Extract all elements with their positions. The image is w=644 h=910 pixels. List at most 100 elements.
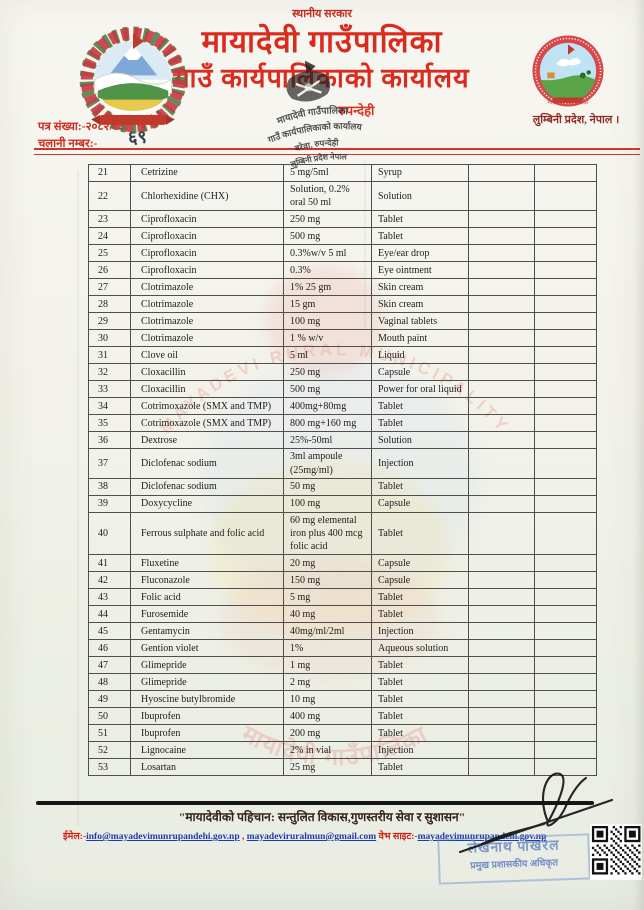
cell-name: Diclofenac sodium	[130, 477, 284, 496]
cell-sn: 26	[88, 261, 131, 280]
cell-blank1	[468, 397, 535, 416]
table-row: 26 Ciprofloxacin 0.3% Eye ointment	[88, 261, 597, 280]
cell-sn: 37	[88, 448, 131, 479]
cell-blank2	[534, 227, 597, 246]
cell-blank2	[534, 164, 597, 182]
cell-name: Clove oil	[130, 346, 284, 365]
cell-blank1	[468, 346, 535, 365]
cell-blank2	[534, 180, 597, 212]
cell-blank1	[468, 380, 535, 399]
header-divider-rule	[34, 148, 640, 155]
cell-blank1	[468, 448, 535, 479]
cell-form: Mouth paint	[371, 329, 469, 348]
cell-strength: 50 mg	[283, 477, 372, 496]
cell-form: Tablet	[371, 673, 469, 692]
table-row: 25 Ciprofloxacin 0.3%w/v 5 ml Eye/ear drop	[88, 244, 597, 263]
cell-form: Tablet	[371, 397, 469, 416]
cell-blank2	[534, 477, 597, 496]
cell-blank2	[534, 380, 597, 399]
cell-form: Tablet	[371, 477, 469, 496]
cell-strength: 40mg/ml/2ml	[283, 622, 372, 641]
cell-blank1	[468, 329, 535, 348]
email-link-official[interactable]: info@mayadevimunrupandehi.gov.np	[86, 832, 240, 842]
table-row: 23 Ciprofloxacin 250 mg Tablet	[88, 210, 597, 229]
cell-blank2	[534, 707, 597, 726]
cell-blank1	[468, 477, 535, 496]
cell-name: Ciprofloxacin	[130, 261, 284, 280]
cell-strength: 2 mg	[283, 673, 372, 692]
local-government-label: स्थानीय सरकार	[292, 8, 352, 20]
nepal-emblem-logo	[79, 26, 187, 134]
cell-blank2	[534, 431, 597, 450]
cell-strength: 40 mg	[283, 605, 372, 624]
cell-blank1	[468, 511, 535, 556]
cell-sn: 45	[88, 622, 131, 641]
cell-strength: Solution, 0.2% oral 50 ml	[283, 180, 372, 212]
paper-fold-crease	[77, 170, 79, 825]
cell-sn: 35	[88, 414, 131, 433]
cell-sn: 42	[88, 571, 131, 590]
table-row: 29 Clotrimazole 100 mg Vaginal tablets	[88, 312, 597, 331]
cell-blank2	[534, 690, 597, 709]
cell-name: Ibuprofen	[130, 707, 284, 726]
cell-blank2	[534, 261, 597, 280]
table-row: 37 Diclofenac sodium 3ml ampoule (25mg/ml)…	[88, 448, 597, 479]
cell-sn: 44	[88, 605, 131, 624]
table-row: 39 Doxycycline 100 mg Capsule	[88, 494, 597, 513]
table-row: 46 Gention violet 1% Aqueous solution	[88, 639, 597, 658]
cell-sn: 33	[88, 380, 131, 399]
cell-form: Injection	[371, 622, 469, 641]
table-row: 50 Ibuprofen 400 mg Tablet	[88, 707, 597, 726]
cell-name: Ferrous sulphate and folic acid	[130, 511, 284, 556]
cell-strength: 500 mg	[283, 227, 372, 246]
table-row: 27 Clotrimazole 1% 25 gm Skin cream	[88, 278, 597, 297]
cell-form: Tablet	[371, 707, 469, 726]
cell-name: Diclofenac sodium	[130, 448, 284, 479]
cell-sn: 32	[88, 363, 131, 382]
cell-sn: 21	[88, 164, 131, 182]
cell-sn: 52	[88, 741, 131, 760]
cell-sn: 38	[88, 477, 131, 496]
cell-sn: 36	[88, 431, 131, 450]
cell-strength: 1%	[283, 639, 372, 658]
cell-strength: 800 mg+160 mg	[283, 414, 372, 433]
cell-blank1	[468, 758, 535, 777]
cell-blank2	[534, 448, 597, 479]
cell-blank1	[468, 673, 535, 692]
cell-sn: 51	[88, 724, 131, 743]
cell-sn: 25	[88, 244, 131, 263]
cell-name: Chlorhexidine (CHX)	[130, 180, 284, 212]
table-row: 21 Cetrizine 5 mg/5ml Syrup	[88, 164, 597, 182]
email-link-gmail[interactable]: mayadeviruralmun@gmail.com	[246, 832, 377, 842]
cell-blank2	[534, 295, 597, 314]
cell-blank1	[468, 554, 535, 573]
cell-blank1	[468, 724, 535, 743]
cell-blank1	[468, 741, 535, 760]
cell-strength: 25%-50ml	[283, 431, 372, 450]
cell-form: Tablet	[371, 758, 469, 777]
cell-blank1	[468, 707, 535, 726]
table-row: 35 Cotrimoxazole (SMX and TMP) 800 mg+160 …	[88, 414, 597, 433]
cell-blank2	[534, 346, 597, 365]
cell-strength: 400mg+80mg	[283, 397, 372, 416]
cell-form: Capsule	[371, 494, 469, 513]
cell-form: Injection	[371, 741, 469, 760]
table-row: 52 Lignocaine 2% in vial Injection	[88, 741, 597, 760]
cell-blank2	[534, 724, 597, 743]
cell-strength: 20 mg	[283, 554, 372, 573]
cell-blank1	[468, 164, 535, 182]
cell-blank1	[468, 295, 535, 314]
cell-form: Injection	[371, 448, 469, 479]
cell-name: Losartan	[130, 758, 284, 777]
cell-blank1	[468, 261, 535, 280]
table-row: 36 Dextrose 25%-50ml Solution	[88, 431, 597, 450]
cell-sn: 40	[88, 511, 131, 556]
table-row: 34 Cotrimoxazole (SMX and TMP) 400mg+80mg T…	[88, 397, 597, 416]
cell-form: Skin cream	[371, 295, 469, 314]
cell-blank2	[534, 758, 597, 777]
cell-blank1	[468, 180, 535, 212]
cell-name: Cloxacillin	[130, 363, 284, 382]
cell-form: Vaginal tablets	[371, 312, 469, 331]
cell-name: Fluconazole	[130, 571, 284, 590]
